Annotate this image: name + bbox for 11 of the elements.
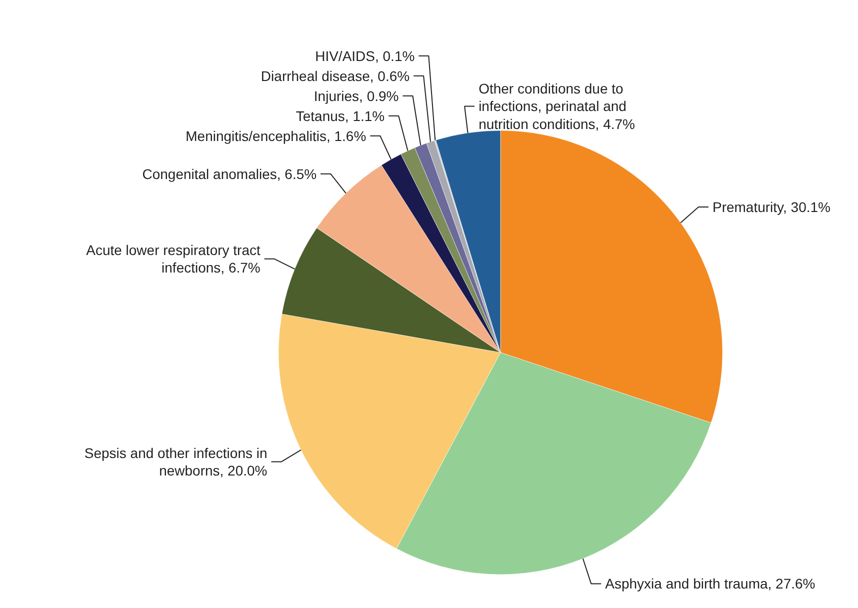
slice-label: Diarrheal disease, 0.6% [260,68,410,84]
slice-label: Injuries, 0.9% [314,88,399,104]
slice-label: Tetanus, 1.1% [296,108,385,124]
slice-label: HIV/AIDS, 0.1% [315,48,415,64]
slice-label: Acute lower respiratory tract infections, 6.7% [86,242,260,276]
slice-label: Sepsis and other infections in newborns, 20.0% [84,444,268,479]
slice-label: Asphyxia and birth trauma, 27.6% [605,576,816,592]
slice-label: Other conditions due to infections, perinatal and nutrition conditions, 4.7% [478,80,636,132]
slice-label: Congenital anomalies, 6.5% [142,166,317,182]
slice-label: Meningitis/encephalitis, 1.6% [186,128,366,144]
slice-label: Prematurity, 30.1% [712,198,830,215]
